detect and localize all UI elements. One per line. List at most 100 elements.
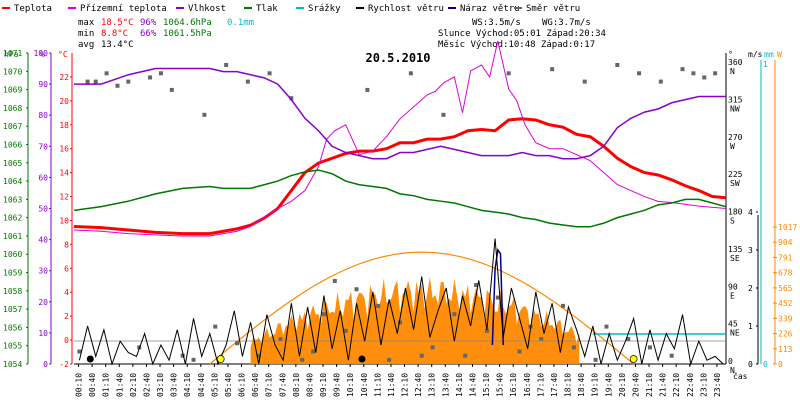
x-tick-label: 14:10 — [455, 373, 464, 397]
temperature-tick-label: 20 — [59, 97, 69, 106]
wind-direction-point — [85, 79, 90, 84]
wind-direction-point — [77, 349, 82, 354]
pressure-tick-label: 1056 — [3, 323, 22, 332]
wind-direction-point — [582, 79, 587, 84]
unit-wind: m/s — [748, 50, 763, 59]
x-tick-label: 20:10 — [618, 373, 627, 397]
wind-direction-point — [474, 283, 479, 288]
wind-direction-point — [550, 67, 555, 72]
legend-item: Srážky — [296, 4, 341, 14]
solar-tick-label: 339 — [778, 314, 793, 323]
pressure-tick-label: 1063 — [3, 195, 22, 204]
humidity-tick-label: 60 — [38, 173, 48, 182]
x-tick-label: 01:10 — [102, 373, 111, 397]
wind-direction-point — [180, 353, 185, 358]
x-tick-label: 18:40 — [577, 373, 586, 397]
wind-tick-label: 3 — [748, 246, 753, 255]
humidity-tick-label: 90 — [38, 80, 48, 89]
stats-block: max 18.5°C 96% 1064.6hPa 0.1mm min 8.8°C… — [78, 18, 606, 50]
x-tick-label: 02:10 — [129, 373, 138, 397]
humidity-tick-label: 80 — [38, 111, 48, 120]
x-tick-label: 06:10 — [238, 373, 247, 397]
wind-direction-point — [408, 71, 413, 76]
wind-tick-label: 2 — [748, 284, 753, 293]
humidity-tick-label: 50 — [38, 205, 48, 214]
wind-direction-point — [593, 357, 598, 362]
stats-moon: Měsíc Východ:10:48 Západ:0:17 — [438, 40, 595, 50]
wind-tick-label: 1 — [748, 322, 753, 331]
x-tick-label: 15:40 — [496, 373, 505, 397]
series-line-Vlhkost — [74, 67, 726, 160]
pressure-tick-label: 1061 — [3, 232, 22, 241]
direction-tick-label: 270 — [728, 133, 743, 142]
marker-layer — [86, 355, 638, 363]
x-tick-label: 13:40 — [441, 373, 450, 397]
humidity-tick-label: 30 — [38, 267, 48, 276]
compass-label: NW — [730, 104, 740, 113]
wind-tick-label: 0 — [748, 360, 753, 369]
x-tick-label: 13:10 — [428, 373, 437, 397]
x-tick-label: 15:10 — [482, 373, 491, 397]
moon-marker — [358, 355, 366, 363]
unit-temperature: °C — [58, 50, 68, 59]
pressure-tick-label: 1057 — [3, 305, 22, 314]
direction-tick-label: 180 — [728, 208, 743, 217]
rain-tick-label: 0 — [763, 360, 768, 369]
temperature-tick-label: 12 — [59, 193, 69, 202]
temperature-tick-label: 10 — [59, 216, 69, 225]
x-tick-label: 18:10 — [564, 373, 573, 397]
wind-direction-point — [278, 337, 283, 342]
x-tick-label: 23:10 — [699, 373, 708, 397]
x-tick-label: 00:10 — [75, 373, 84, 397]
wind-direction-point — [637, 71, 642, 76]
x-tick-label: 20:40 — [631, 373, 640, 397]
solar-clear-sky-line — [209, 251, 635, 365]
x-tick-label: 19:10 — [591, 373, 600, 397]
solar-tick-label: 904 — [778, 238, 793, 247]
pressure-tick-label: 1066 — [3, 140, 22, 149]
x-tick-label: 07:10 — [265, 373, 274, 397]
wind-direction-point — [539, 337, 544, 342]
sun-marker — [629, 355, 638, 363]
x-tick-label: 06:40 — [251, 373, 260, 397]
humidity-tick-label: 40 — [38, 236, 48, 245]
wind-direction-point — [224, 63, 229, 67]
compass-label: NE — [730, 329, 740, 338]
pressure-tick-label: 1069 — [3, 86, 22, 95]
wind-direction-point — [332, 278, 337, 283]
legend-label: Srážky — [308, 4, 341, 14]
wind-direction-point — [517, 349, 522, 354]
pressure-tick-label: 1060 — [3, 250, 22, 259]
wind-direction-point — [321, 312, 326, 317]
direction-tick-label: 360 — [728, 58, 743, 67]
wind-direction-point — [484, 328, 489, 333]
x-tick-label: 23:40 — [713, 373, 722, 397]
direction-tick-label: 225 — [728, 170, 743, 179]
x-tick-label: 16:40 — [523, 373, 532, 397]
series-line-Teplota — [73, 117, 727, 236]
temperature-tick-label: 18 — [59, 121, 69, 130]
x-tick-label: 12:40 — [414, 373, 423, 397]
x-tick-label: 04:10 — [183, 373, 192, 397]
x-tick-label: 09:40 — [333, 373, 342, 397]
stats-max-hum: 96% — [140, 18, 157, 28]
temperature-tick-label: 8 — [64, 240, 69, 249]
compass-label: S — [730, 217, 735, 226]
x-tick-label: 05:40 — [224, 373, 233, 397]
legend: Teplota Přízemní teplota Vlhkost Tlak Srážky… — [2, 4, 580, 14]
x-tick-label: 19:40 — [604, 373, 613, 397]
wind-direction-point — [680, 67, 685, 72]
wind-direction-point — [506, 71, 511, 76]
wind-direction-point — [343, 328, 348, 333]
wind-direction-point — [691, 71, 696, 76]
x-tick-label: 01:40 — [115, 373, 124, 397]
pressure-tick-label: 1059 — [3, 269, 22, 278]
x-tick-label: 17:10 — [536, 373, 545, 397]
wind-direction-point — [245, 79, 250, 84]
solar-tick-label: 113 — [778, 345, 793, 354]
legend-label: Rychlost větru — [368, 4, 444, 14]
pressure-tick-label: 1065 — [3, 159, 22, 168]
sun-marker — [216, 355, 225, 363]
solar-tick-label: 0 — [778, 360, 783, 369]
